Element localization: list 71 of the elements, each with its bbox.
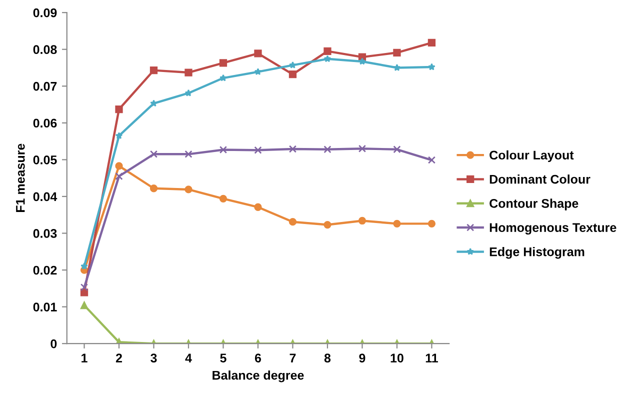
point	[80, 288, 88, 296]
x-tick-label: 3	[150, 354, 157, 362]
point	[254, 146, 262, 154]
x-tick-label: 2	[116, 354, 122, 362]
point	[393, 64, 401, 71]
y-tick-label: 0.07	[33, 82, 57, 91]
y-axis-title: F1 measure	[16, 144, 25, 212]
point	[115, 132, 123, 139]
point	[358, 144, 366, 152]
point	[324, 146, 332, 154]
point	[150, 66, 158, 74]
point	[393, 146, 401, 154]
legend-label: Homogenous Texture	[490, 223, 616, 235]
point	[288, 70, 297, 78]
y-tick-label: 0.08	[33, 45, 57, 54]
point	[80, 262, 88, 270]
y-tick-label: 0.03	[33, 229, 57, 238]
point	[288, 145, 297, 153]
point	[428, 156, 436, 164]
point	[324, 220, 332, 229]
legend-label: Edge Histogram	[490, 247, 584, 259]
y-tick-label: 0	[50, 339, 57, 348]
point	[324, 47, 332, 56]
point	[428, 220, 436, 228]
x-tick-label: 9	[359, 354, 366, 362]
point	[289, 61, 296, 68]
point	[150, 150, 158, 158]
point	[150, 184, 158, 192]
point	[254, 68, 262, 76]
point	[184, 89, 192, 96]
point	[324, 55, 332, 62]
y-tick-label: 0.04	[33, 192, 58, 202]
x-axis-title: Balance degree	[212, 370, 304, 382]
x-tick-label: 1	[82, 354, 88, 362]
x-tick-label: 11	[426, 354, 438, 362]
y-tick-label: 0.02	[33, 266, 57, 275]
point	[80, 302, 88, 310]
point	[254, 50, 262, 58]
point	[219, 146, 228, 154]
x-tick-label: 5	[220, 354, 226, 362]
y-tick-label: 0.06	[33, 118, 57, 128]
point	[115, 105, 123, 114]
x-tick-label: 6	[254, 354, 262, 362]
point	[358, 58, 366, 65]
point	[219, 59, 228, 67]
point	[184, 186, 192, 194]
y-tick-label: 0.09	[33, 8, 57, 18]
point	[184, 150, 192, 158]
point	[358, 216, 366, 225]
point	[220, 74, 227, 82]
point	[254, 203, 262, 211]
legend-label: Colour Layout	[490, 150, 574, 162]
point	[80, 283, 88, 292]
point	[393, 48, 401, 56]
x-tick-label: 8	[324, 354, 331, 362]
point	[219, 194, 228, 202]
x-tick-label: 7	[290, 354, 296, 362]
y-tick-label: 0.05	[33, 155, 57, 164]
legend-label: Dominant Colour	[490, 174, 590, 184]
x-tick-label: 10	[390, 354, 404, 362]
y-tick-label: 0.01	[33, 302, 57, 312]
point	[288, 218, 297, 226]
x-tick-label: 4	[185, 354, 192, 362]
point	[184, 68, 192, 76]
point	[115, 162, 123, 170]
point	[150, 100, 158, 107]
point	[115, 172, 123, 180]
point	[428, 38, 436, 47]
point	[428, 63, 436, 70]
point	[393, 220, 401, 228]
legend-label: Contour Shape	[490, 198, 578, 210]
